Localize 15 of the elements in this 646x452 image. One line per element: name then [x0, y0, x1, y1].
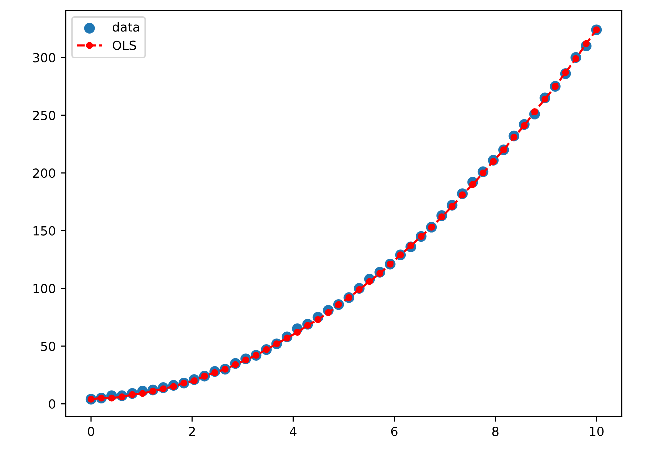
y-tick-label: 250 [33, 110, 56, 120]
y-tick-label: 150 [34, 226, 56, 236]
x-tick-label: 6 [391, 426, 398, 436]
y-tick-label: 0 [49, 400, 56, 409]
legend-label: OLS [112, 40, 136, 50]
x-tick-label: 10 [590, 426, 604, 436]
legend-label: data [112, 22, 140, 32]
y-tick-label: 200 [33, 168, 56, 178]
y-tick-label: 300 [33, 53, 56, 63]
x-tick-label: 4 [290, 427, 297, 436]
x-tick-label: 0 [88, 426, 94, 436]
x-tick-label: 8 [492, 426, 499, 436]
y-tick-label: 100 [34, 284, 56, 294]
y-tick-label: 50 [41, 342, 56, 352]
x-tick-label: 2 [189, 426, 196, 436]
